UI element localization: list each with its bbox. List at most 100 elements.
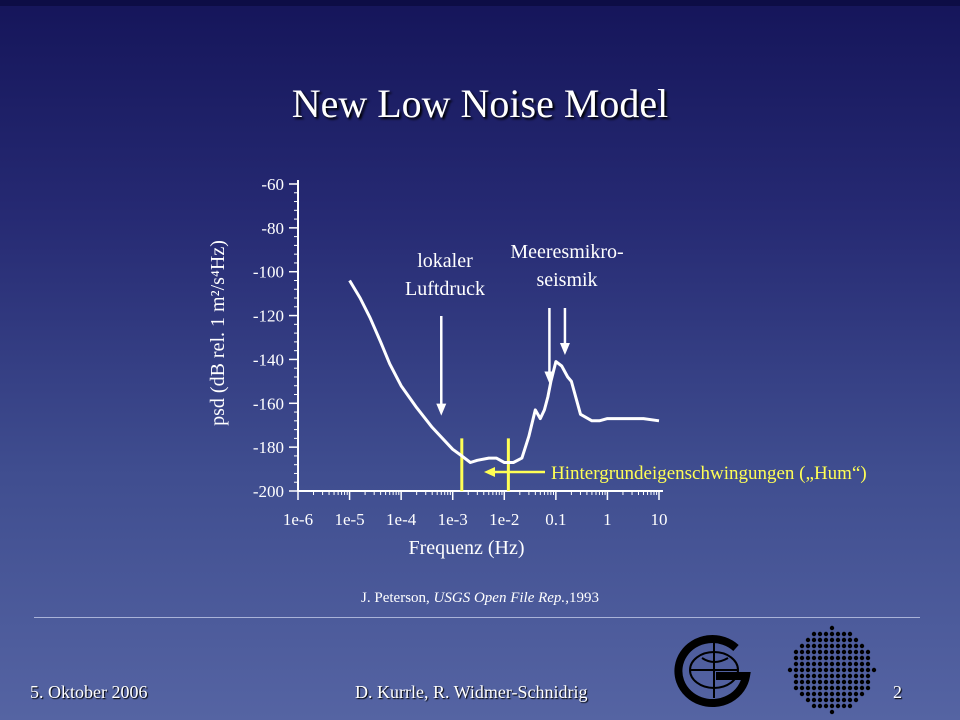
logo-dot (805, 679, 811, 685)
logo-dot (841, 673, 847, 679)
chart-annotations: lokaler Luftdruck Meeresmikro-seismik Hinte… (405, 241, 867, 484)
logo-dot (787, 667, 793, 673)
logo-dot (793, 661, 799, 667)
x-tick-label: 1 (603, 510, 612, 529)
annotation-mikroseismik-line1: Meeresmikro- (510, 241, 623, 263)
logo-dot (853, 637, 859, 643)
logo-dot (835, 703, 841, 709)
logo-dot (817, 685, 823, 691)
x-axis-label: Frequenz (Hz) (408, 537, 524, 559)
logo-dot (799, 655, 805, 661)
logo-dot (811, 667, 817, 673)
citation-year: ,1993 (565, 590, 599, 606)
y-tick-label: -60 (261, 175, 284, 194)
logo-dot (829, 673, 835, 679)
logo-dot (823, 679, 829, 685)
logo-dot (841, 667, 847, 673)
logo-dot (823, 631, 829, 637)
x-tick-label: 0.1 (545, 510, 566, 529)
logo-dot (859, 661, 865, 667)
logo-dot (829, 631, 835, 637)
logo-dot (811, 643, 817, 649)
logo-dot (817, 679, 823, 685)
citation-source: USGS Open File Rep. (433, 590, 566, 606)
logo-dot (865, 679, 871, 685)
logo-dot (865, 685, 871, 691)
logo-dot (823, 661, 829, 667)
logo-dot (841, 703, 847, 709)
logo-dot (865, 667, 871, 673)
logo-dot (817, 655, 823, 661)
logo-dot (823, 643, 829, 649)
logo-dot (811, 649, 817, 655)
logo-dot (829, 667, 835, 673)
logo-dot (793, 649, 799, 655)
logo-dot (811, 691, 817, 697)
logo-dot (799, 661, 805, 667)
logo-dot (793, 673, 799, 679)
logo-dot (859, 649, 865, 655)
logo-dot (823, 703, 829, 709)
logo-dot (817, 649, 823, 655)
x-tick-label: 1e-3 (438, 510, 468, 529)
x-tick-label: 10 (651, 510, 668, 529)
logo-dot (829, 655, 835, 661)
arrow-mikroseismik-head (559, 343, 570, 356)
logo-dot (793, 685, 799, 691)
logo-dot (823, 697, 829, 703)
y-tick-label: -80 (261, 219, 284, 238)
chart-axes: -60 -80 -100 -120 -140 -160 -180 -200 1e-6 1e-5 1e… (207, 175, 668, 559)
logo-dot (805, 673, 811, 679)
logo-dot (829, 685, 835, 691)
logo-dot (817, 667, 823, 673)
slide-title: New Low Noise Model (291, 81, 669, 126)
logo-dot (805, 649, 811, 655)
logo-dot (823, 637, 829, 643)
logo-dot (793, 667, 799, 673)
logo-dot (823, 673, 829, 679)
y-tick-label: -100 (253, 263, 284, 282)
logo-dot (841, 661, 847, 667)
logo-dot (859, 679, 865, 685)
logo-dot (847, 631, 853, 637)
logo-dot (811, 637, 817, 643)
logo-dot (841, 655, 847, 661)
logo-dot (799, 685, 805, 691)
logo-dot (799, 643, 805, 649)
logo-dot (829, 703, 835, 709)
arrow-mikroseismik-head (544, 371, 555, 384)
logo-dot (865, 661, 871, 667)
logo-dot (859, 643, 865, 649)
logo-dot (835, 637, 841, 643)
logo-dot (805, 661, 811, 667)
logo-dot (811, 703, 817, 709)
logo-dot (811, 655, 817, 661)
citation: J. Peterson, USGS Open File Rep.,1993 (0, 590, 960, 607)
logo-dot (805, 697, 811, 703)
logo-dot (805, 655, 811, 661)
logo-dot (835, 679, 841, 685)
logo-dot (835, 667, 841, 673)
y-axis-label: psd (dB rel. 1 m²/s⁴Hz) (207, 240, 229, 426)
logo-dot (835, 655, 841, 661)
logo-dot (811, 679, 817, 685)
arrow-hum-head (484, 467, 495, 477)
logo-dot (841, 679, 847, 685)
logo-dot (853, 643, 859, 649)
logo-dot (823, 691, 829, 697)
chart-plot-area (348, 279, 660, 491)
logo-dot (817, 673, 823, 679)
logo-dot (853, 649, 859, 655)
annotation-mikroseismik-line2: seismik (536, 269, 597, 291)
logo-dot (835, 673, 841, 679)
logo-dot (841, 637, 847, 643)
x-tick-label: 1e-2 (489, 510, 519, 529)
logo-dot (811, 661, 817, 667)
footer-authors: D. Kurrle, R. Widmer-Schnidrig (355, 682, 588, 702)
logo-dot (847, 673, 853, 679)
annotation-luftdruck-line2: Luftdruck (405, 278, 485, 300)
x-tick-label: 1e-6 (283, 510, 313, 529)
logo-dot (859, 655, 865, 661)
logo-dot (841, 691, 847, 697)
logo-dot (799, 649, 805, 655)
